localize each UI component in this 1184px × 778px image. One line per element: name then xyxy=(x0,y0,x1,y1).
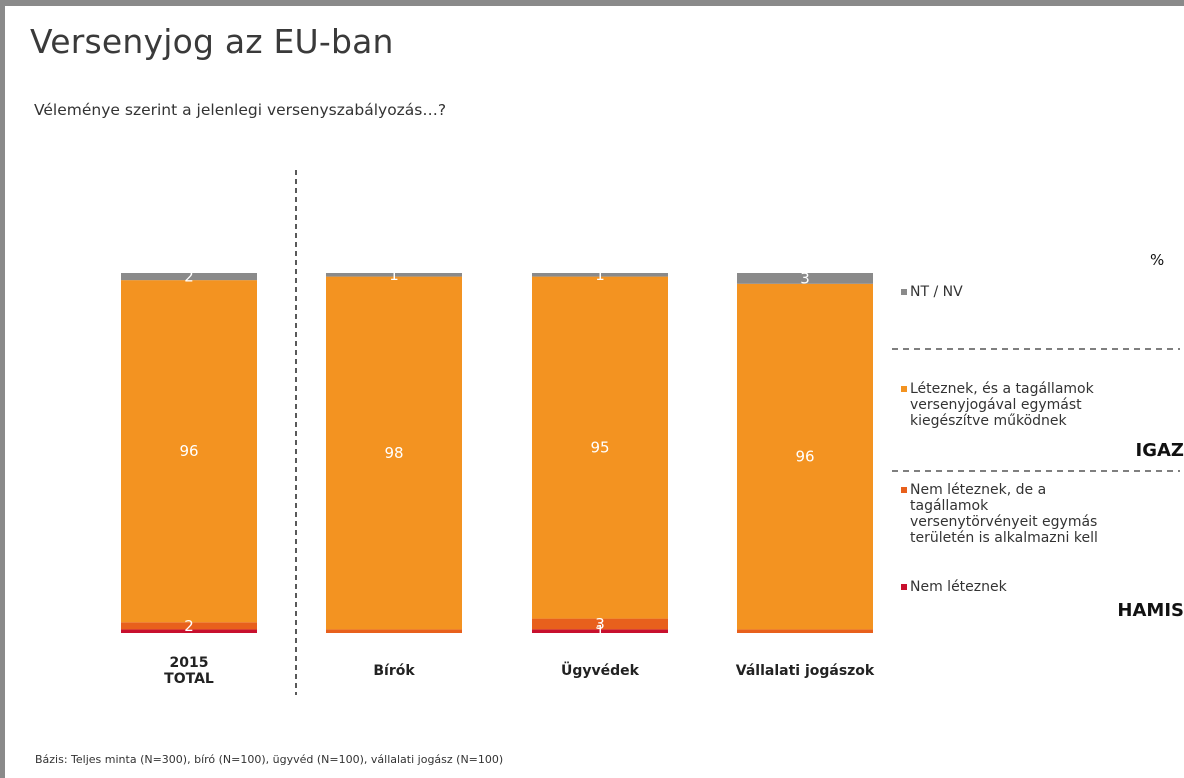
legend-swatch xyxy=(901,584,907,590)
bar-segment xyxy=(532,629,668,633)
bar-segment xyxy=(737,283,873,630)
category-label: Vállalati jogászok xyxy=(736,663,875,679)
unit-label: % xyxy=(1150,251,1164,269)
data-label: 2 xyxy=(184,268,194,286)
bar-segment xyxy=(532,276,668,619)
data-label: 1 xyxy=(595,266,605,284)
data-label: 3 xyxy=(800,269,810,287)
legend-swatch xyxy=(901,386,907,392)
data-label: 2 xyxy=(184,617,194,635)
legend-label: NT / NV xyxy=(910,284,963,300)
data-label: 95 xyxy=(590,439,609,457)
legend-swatch xyxy=(901,487,907,493)
data-label: 98 xyxy=(384,444,403,462)
category-label: Bírók xyxy=(373,663,415,679)
data-label: 96 xyxy=(179,442,198,460)
legend-label: kiegészítve működnek xyxy=(910,413,1068,429)
bar-segment xyxy=(326,629,462,633)
legend-swatch xyxy=(901,289,907,295)
data-label: 1 xyxy=(595,622,605,640)
bar-segment xyxy=(532,618,668,630)
bar-segment xyxy=(121,622,257,630)
chart-title: Versenyjog az EU-ban xyxy=(30,22,394,61)
category-label: Ügyvédek xyxy=(561,661,640,679)
verdict-false-label: HAMIS xyxy=(1117,600,1184,621)
bar-segment xyxy=(737,629,873,633)
legend-label: Nem léteznek, de a xyxy=(910,482,1046,498)
chart-subtitle: Véleménye szerint a jelenlegi versenysza… xyxy=(34,101,447,119)
bars-group xyxy=(121,273,873,633)
bar-segment xyxy=(326,273,462,277)
bar-segment xyxy=(121,280,257,623)
legend-label: tagállamok xyxy=(910,498,989,514)
data-label: 1 xyxy=(389,266,399,284)
category-label: TOTAL xyxy=(164,671,214,687)
bar-segment xyxy=(121,629,257,633)
legend-label: Nem léteznek xyxy=(910,579,1008,595)
legend-label: Léteznek, és a tagállamok xyxy=(910,381,1095,397)
footnote: Bázis: Teljes minta (N=300), bíró (N=100… xyxy=(35,753,504,766)
legend-label: versenyjogával egymást xyxy=(910,397,1082,413)
bar-segment xyxy=(121,273,257,281)
bar-segment xyxy=(737,273,873,284)
bar-segment xyxy=(326,276,462,630)
verdict-true-label: IGAZ xyxy=(1136,440,1184,461)
category-label: 2015 xyxy=(170,655,209,671)
legend-label: területén is alkalmazni kell xyxy=(910,530,1098,546)
data-label: 3 xyxy=(595,615,605,633)
legend-label: versenytörvényeit egymás xyxy=(910,514,1097,530)
legend: NT / NV Léteznek, és a tagállamokversenyj… xyxy=(901,284,1098,595)
bar-segment xyxy=(532,273,668,277)
data-label: 96 xyxy=(795,448,814,466)
